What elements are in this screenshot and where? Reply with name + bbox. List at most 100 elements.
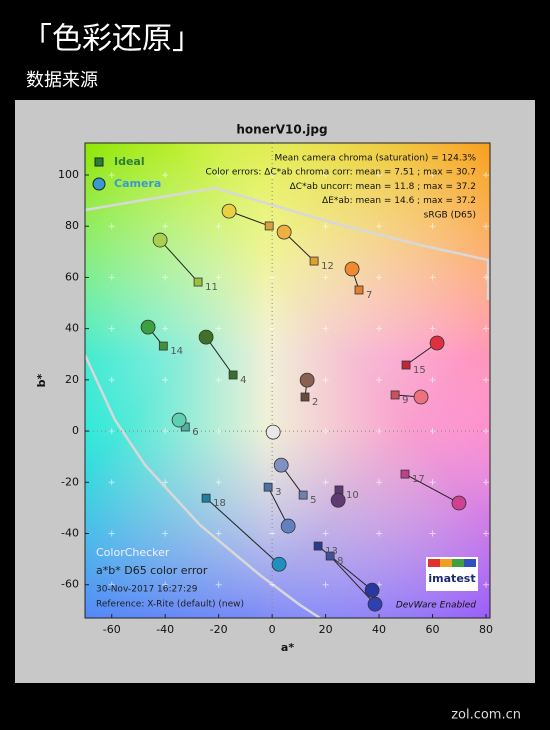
camera-marker [344, 261, 360, 277]
patch-label: 7 [366, 290, 372, 301]
ideal-marker [325, 551, 335, 561]
grid-cross [482, 274, 489, 281]
camera-marker [265, 424, 281, 440]
camera-marker [299, 372, 315, 388]
camera-marker [367, 596, 383, 612]
x-axis-label: a* [281, 641, 294, 654]
grid-cross [429, 479, 436, 486]
patch-label: 9 [402, 395, 408, 406]
grid-cross [108, 325, 115, 332]
grid-cross [215, 223, 222, 230]
ideal-marker [400, 469, 410, 479]
grid-cross [162, 274, 169, 281]
ideal-marker [201, 493, 211, 503]
grid-cross [322, 172, 329, 179]
grid-cross [322, 223, 329, 230]
logo-stripe [428, 559, 440, 567]
patch-label: 13 [325, 546, 338, 557]
ideal-marker [264, 221, 274, 231]
ideal-marker [228, 370, 238, 380]
camera-marker [221, 203, 237, 219]
patch-label: 4 [240, 375, 246, 386]
ideal-marker [193, 277, 203, 287]
grid-cross [162, 376, 169, 383]
grid-cross [482, 428, 489, 435]
grid-cross [376, 479, 383, 486]
error-connector [205, 336, 234, 376]
y-tick-label: 80 [65, 219, 79, 232]
grid-cross [215, 428, 222, 435]
legend-marker [94, 157, 104, 167]
grid-cross [429, 223, 436, 230]
grid-cross [162, 172, 169, 179]
patch-label: 12 [321, 261, 334, 272]
page-title: 「色彩还原」 [22, 22, 202, 57]
note: ColorChecker [96, 546, 170, 559]
logo-stripe [440, 559, 452, 567]
grid-cross [376, 223, 383, 230]
grid-cross [108, 376, 115, 383]
logo: imatest [428, 572, 475, 585]
y-tick-label: 100 [58, 168, 79, 181]
grid-cross [482, 376, 489, 383]
ideal-marker [390, 390, 400, 400]
ideal-marker [298, 490, 308, 500]
patch-label: 3 [275, 487, 281, 498]
grid-cross [162, 428, 169, 435]
grid-cross [215, 530, 222, 537]
patch-label: 17 [412, 474, 425, 485]
page-subtitle: 数据来源 [26, 70, 98, 91]
x-tick-label: 20 [319, 623, 333, 636]
grid-cross [108, 479, 115, 486]
grid-cross [108, 223, 115, 230]
annotation: ΔE*ab: mean = 14.6 ; max = 37.2 [322, 196, 476, 206]
grid-cross [376, 172, 383, 179]
y-axis-label: b* [35, 373, 48, 387]
plot-background [83, 143, 490, 620]
grid-cross [269, 274, 276, 281]
camera-marker [280, 518, 296, 534]
ideal-marker [313, 541, 323, 551]
ideal-marker [158, 341, 168, 351]
legend-marker [92, 177, 106, 191]
grid-cross [108, 530, 115, 537]
patch-label: 15 [413, 365, 426, 376]
grid-cross [162, 325, 169, 332]
plot-frame [84, 142, 491, 619]
note: a*b* D65 color error [96, 564, 208, 577]
grid-cross [322, 325, 329, 332]
camera-marker [198, 329, 214, 345]
note: Reference: X-Rite (default) (new) [96, 600, 244, 610]
grid-cross [162, 479, 169, 486]
grid-cross [269, 376, 276, 383]
grid-cross [482, 479, 489, 486]
ideal-marker [401, 360, 411, 370]
grid-cross [322, 530, 329, 537]
annotation: Mean camera chroma (saturation) = 124.3% [274, 154, 476, 164]
grid-cross [162, 530, 169, 537]
camera-marker [273, 457, 289, 473]
annotation: Color errors: ΔC*ab chroma corr: mean = … [206, 168, 476, 178]
logo-stripe [464, 559, 476, 567]
patch-label: 2 [312, 397, 318, 408]
patch-label: 10 [346, 490, 359, 501]
x-tick-label: 80 [479, 623, 493, 636]
x-tick-label: -60 [103, 623, 121, 636]
patch-label: 14 [170, 346, 183, 357]
grid-cross [376, 376, 383, 383]
ideal-marker [309, 256, 319, 266]
logo-stripe [452, 559, 464, 567]
grid-cross [376, 530, 383, 537]
patch-label: 8 [337, 556, 343, 567]
patch-label: 18 [213, 498, 226, 509]
grid-cross [429, 428, 436, 435]
grid-cross [162, 581, 169, 588]
camera-marker [364, 582, 380, 598]
grid-cross [215, 376, 222, 383]
grid-cross [269, 325, 276, 332]
grid-cross [429, 325, 436, 332]
grid-cross [482, 223, 489, 230]
grid-cross [376, 428, 383, 435]
annotation: ΔC*ab uncorr: mean = 11.8 ; max = 37.2 [290, 182, 476, 192]
grid-cross [376, 325, 383, 332]
